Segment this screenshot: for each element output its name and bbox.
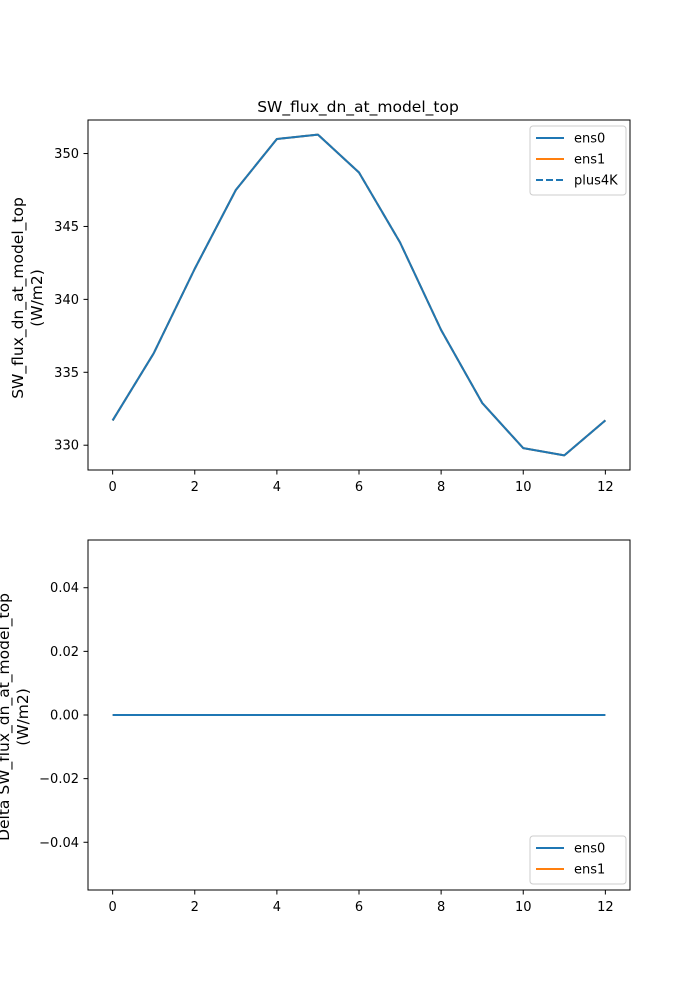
top-series-ens0-line <box>111 133 607 457</box>
top-y-tick-label: 335 <box>54 366 79 381</box>
top-legend: ens0 ens1 plus4K <box>529 125 627 196</box>
top-y-axis-label-line2: (W/m2) <box>28 269 46 327</box>
bottom-y-axis-label: Delta SW_flux_dn_at_model_top (W/m2) <box>0 593 32 841</box>
bottom-legend-label-ens0: ens0 <box>574 842 605 857</box>
bottom-y-axis-label-line2: (W/m2) <box>14 688 32 746</box>
bottom-legend: ens0 ens1 <box>529 835 627 885</box>
bottom-legend-label-ens1: ens1 <box>574 863 605 878</box>
bottom-x-tick-label: 0 <box>108 900 116 915</box>
bottom-y-tick-label: 0.04 <box>50 581 79 596</box>
bottom-y-tick-label: 0.00 <box>50 709 79 724</box>
top-y-tick-label: 345 <box>54 220 79 235</box>
top-x-tick-label: 4 <box>273 480 281 495</box>
top-legend-label-plus4k: plus4K <box>574 174 618 189</box>
bottom-y-tick-label: −0.04 <box>39 836 79 851</box>
top-y-tick-label: 340 <box>54 293 79 308</box>
top-y-tick-label: 330 <box>54 439 79 454</box>
top-x-tick-label: 2 <box>191 480 199 495</box>
bottom-x-tick-label: 4 <box>273 900 281 915</box>
top-x-tick-label: 6 <box>355 480 363 495</box>
top-plot-area: 0 2 4 6 8 10 12 330 335 340 345 350 <box>54 119 631 495</box>
top-y-tick-label: 350 <box>54 147 79 162</box>
bottom-y-tick-label: 0.02 <box>50 645 79 660</box>
top-x-tick-label: 8 <box>437 480 445 495</box>
bottom-x-tick-label: 8 <box>437 900 445 915</box>
top-chart-title: SW_flux_dn_at_model_top <box>257 98 459 117</box>
top-chart-panel: SW_flux_dn_at_model_top SW_flux_dn_at_mo… <box>9 98 631 495</box>
bottom-chart-panel: Delta SW_flux_dn_at_model_top (W/m2) 0 2 4… <box>0 539 631 915</box>
top-legend-label-ens0: ens0 <box>574 132 605 147</box>
top-x-tick-label: 0 <box>108 480 116 495</box>
bottom-x-tick-label: 2 <box>191 900 199 915</box>
top-x-tick-label: 12 <box>597 480 614 495</box>
bottom-y-axis-label-line1: Delta SW_flux_dn_at_model_top <box>0 593 14 841</box>
top-legend-frame <box>529 125 627 196</box>
top-legend-label-ens1: ens1 <box>574 153 605 168</box>
bottom-x-tick-label: 12 <box>597 900 614 915</box>
top-y-axis-label-line1: SW_flux_dn_at_model_top <box>9 197 28 399</box>
bottom-x-tick-label: 10 <box>515 900 532 915</box>
top-y-axis-label: SW_flux_dn_at_model_top (W/m2) <box>9 197 46 399</box>
top-x-tick-label: 10 <box>515 480 532 495</box>
bottom-x-tick-label: 6 <box>355 900 363 915</box>
bottom-plot-area: 0 2 4 6 8 10 12 −0.04 −0.02 0.00 0.02 0.04 <box>39 539 631 915</box>
bottom-y-tick-label: −0.02 <box>39 772 79 787</box>
